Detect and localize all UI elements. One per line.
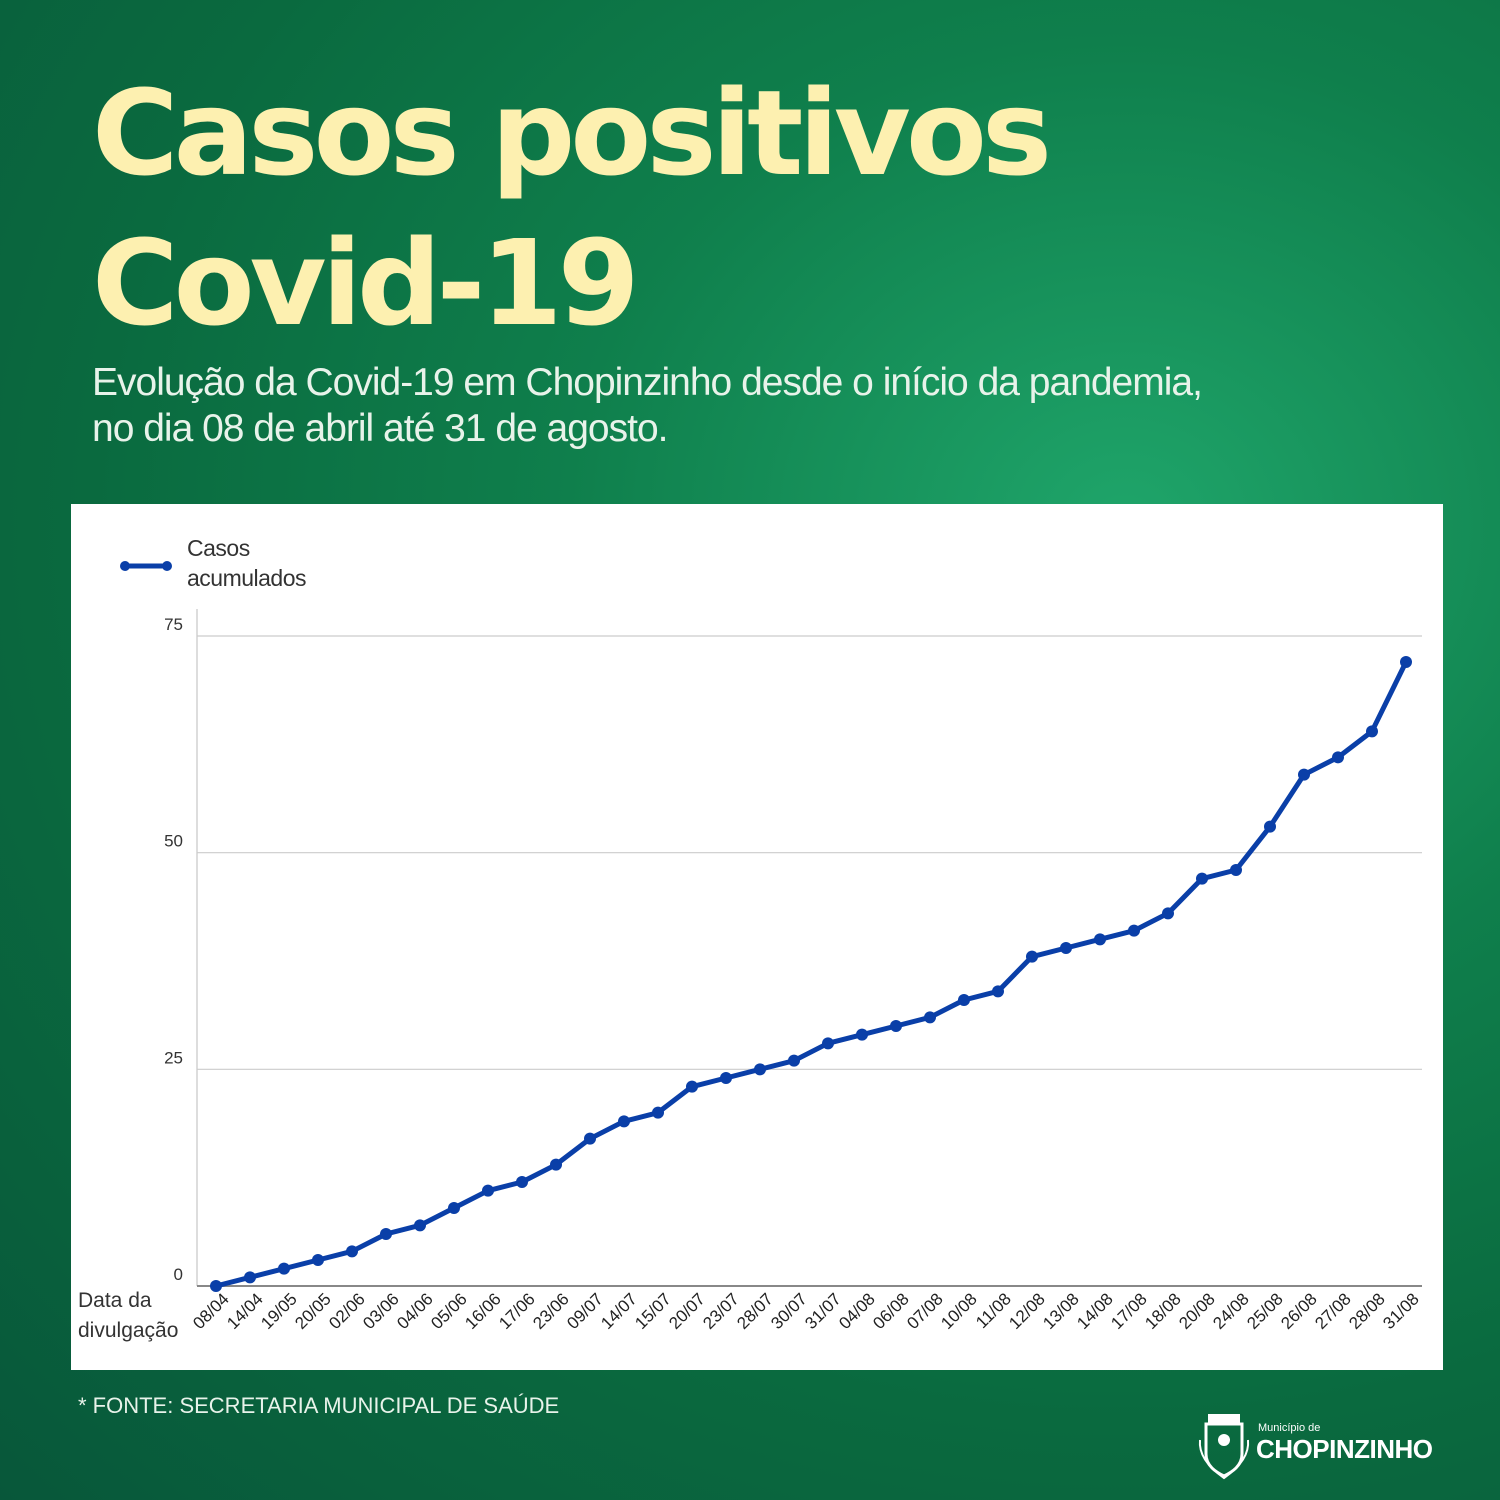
y-tick-label: 75: [164, 615, 183, 634]
data-point: [584, 1132, 596, 1145]
y-tick-label: 25: [164, 1048, 183, 1067]
data-point: [278, 1262, 290, 1275]
x-tick-label: 27/08: [1311, 1289, 1355, 1333]
data-point: [1060, 942, 1072, 954]
x-tick-label: 23/07: [699, 1289, 743, 1333]
x-tick-label: 14/08: [1073, 1289, 1117, 1333]
data-point: [686, 1080, 698, 1093]
data-point: [958, 994, 970, 1006]
data-point: [312, 1254, 324, 1266]
x-tick-label: 20/07: [665, 1289, 709, 1333]
x-tick-label: 14/04: [223, 1289, 267, 1333]
x-tick-label: 10/08: [937, 1289, 981, 1333]
x-tick-label: 17/06: [495, 1289, 539, 1333]
data-point: [890, 1020, 902, 1032]
data-point: [380, 1228, 392, 1240]
x-tick-label: 18/08: [1141, 1289, 1185, 1333]
logo-big-text: CHOPINZINHO: [1256, 1434, 1433, 1464]
page-title: Casos positivos Covid-19: [92, 58, 1052, 358]
x-tick-label: 20/05: [291, 1289, 335, 1333]
x-tick-label: 16/06: [461, 1289, 505, 1333]
x-axis-label: Data da divulgação: [78, 1289, 178, 1342]
data-point: [482, 1184, 494, 1197]
data-point: [244, 1271, 256, 1284]
x-tick-label: 04/08: [835, 1289, 879, 1333]
subtitle-line-1: Evolução da Covid-19 em Chopinzinho desd…: [92, 361, 1203, 404]
x-tick-label: 13/08: [1039, 1289, 1083, 1333]
data-point: [618, 1115, 630, 1128]
data-point: [652, 1106, 664, 1119]
x-tick-label: 30/07: [767, 1289, 811, 1333]
legend: Casos acumulados: [120, 535, 307, 591]
x-tick-label: 14/07: [597, 1289, 641, 1333]
x-tick-label: 02/06: [325, 1289, 369, 1333]
logo-small-text: Município de: [1258, 1422, 1321, 1434]
x-tick-label: 23/06: [529, 1289, 573, 1333]
x-tick-label: 28/07: [733, 1289, 777, 1333]
data-point: [550, 1158, 562, 1171]
data-point: [210, 1280, 222, 1292]
data-point: [516, 1176, 528, 1188]
x-tick-label: 03/06: [359, 1289, 403, 1333]
y-tick-label: 50: [164, 832, 183, 851]
data-point: [1366, 725, 1378, 738]
data-point: [448, 1202, 460, 1214]
legend-label: Casos acumulados: [187, 535, 306, 591]
x-tick-label: 08/04: [189, 1289, 233, 1333]
x-tick-label: 19/05: [257, 1289, 301, 1333]
source-note: * FONTE: SECRETARIA MUNICIPAL DE SAÚDE: [78, 1393, 560, 1418]
data-point: [1094, 933, 1106, 946]
x-tick-label: 31/07: [801, 1289, 845, 1333]
legend-marker: [120, 561, 130, 571]
x-tick-label: 06/08: [869, 1289, 913, 1333]
x-tick-label: 09/07: [563, 1289, 607, 1333]
x-tick-label: 17/08: [1107, 1289, 1151, 1333]
title-line-1: Casos positivos: [92, 64, 1052, 202]
x-tick-label: 12/08: [1005, 1289, 1049, 1333]
data-point: [1264, 820, 1276, 833]
line-chart: Casos acumulados 025507508/0414/0419/0520…: [78, 535, 1423, 1342]
x-tick-label: 20/08: [1175, 1289, 1219, 1333]
subtitle: Evolução da Covid-19 em Chopinzinho desd…: [92, 360, 1392, 452]
legend-marker: [162, 561, 172, 571]
x-tick-label: 11/08: [972, 1289, 1015, 1332]
x-tick-label: 04/06: [393, 1289, 437, 1333]
x-tick-label: 31/08: [1379, 1289, 1423, 1333]
data-point: [1400, 656, 1412, 668]
x-tick-label: 15/07: [631, 1289, 675, 1333]
y-tick-label: 0: [174, 1265, 183, 1284]
data-point: [856, 1028, 868, 1041]
x-tick-label: 07/08: [903, 1289, 947, 1333]
data-point: [1026, 950, 1038, 963]
data-point: [1128, 924, 1140, 937]
data-point: [822, 1037, 834, 1050]
municipality-logo: Município de CHOPINZINHO: [1196, 1410, 1456, 1485]
data-point: [1332, 751, 1344, 764]
data-point: [720, 1072, 732, 1084]
data-point: [788, 1054, 800, 1067]
data-point: [346, 1245, 358, 1258]
data-point: [1162, 907, 1174, 920]
x-tick-label: 24/08: [1209, 1289, 1253, 1333]
chart-panel: Casos acumulados 0 25 50 75 08/04 14/04 19/05 20…: [71, 504, 1443, 1370]
data-point: [924, 1011, 936, 1024]
x-tick-label: 05/06: [427, 1289, 471, 1333]
data-point: [1298, 768, 1310, 781]
title-line-2: Covid-19: [92, 214, 640, 352]
data-point: [754, 1063, 766, 1076]
data-point: [1196, 872, 1208, 885]
x-tick-label: 25/08: [1243, 1289, 1287, 1333]
x-tick-label: 28/08: [1345, 1289, 1389, 1333]
series-line-casos-acumulados: [215, 660, 1409, 1289]
data-point: [1230, 864, 1242, 876]
subtitle-line-2: no dia 08 de abril até 31 de agosto.: [92, 407, 668, 450]
data-point: [992, 985, 1004, 998]
coat-of-arms-icon: [1198, 1414, 1250, 1480]
x-tick-label: 26/08: [1277, 1289, 1321, 1333]
data-point: [414, 1219, 426, 1232]
